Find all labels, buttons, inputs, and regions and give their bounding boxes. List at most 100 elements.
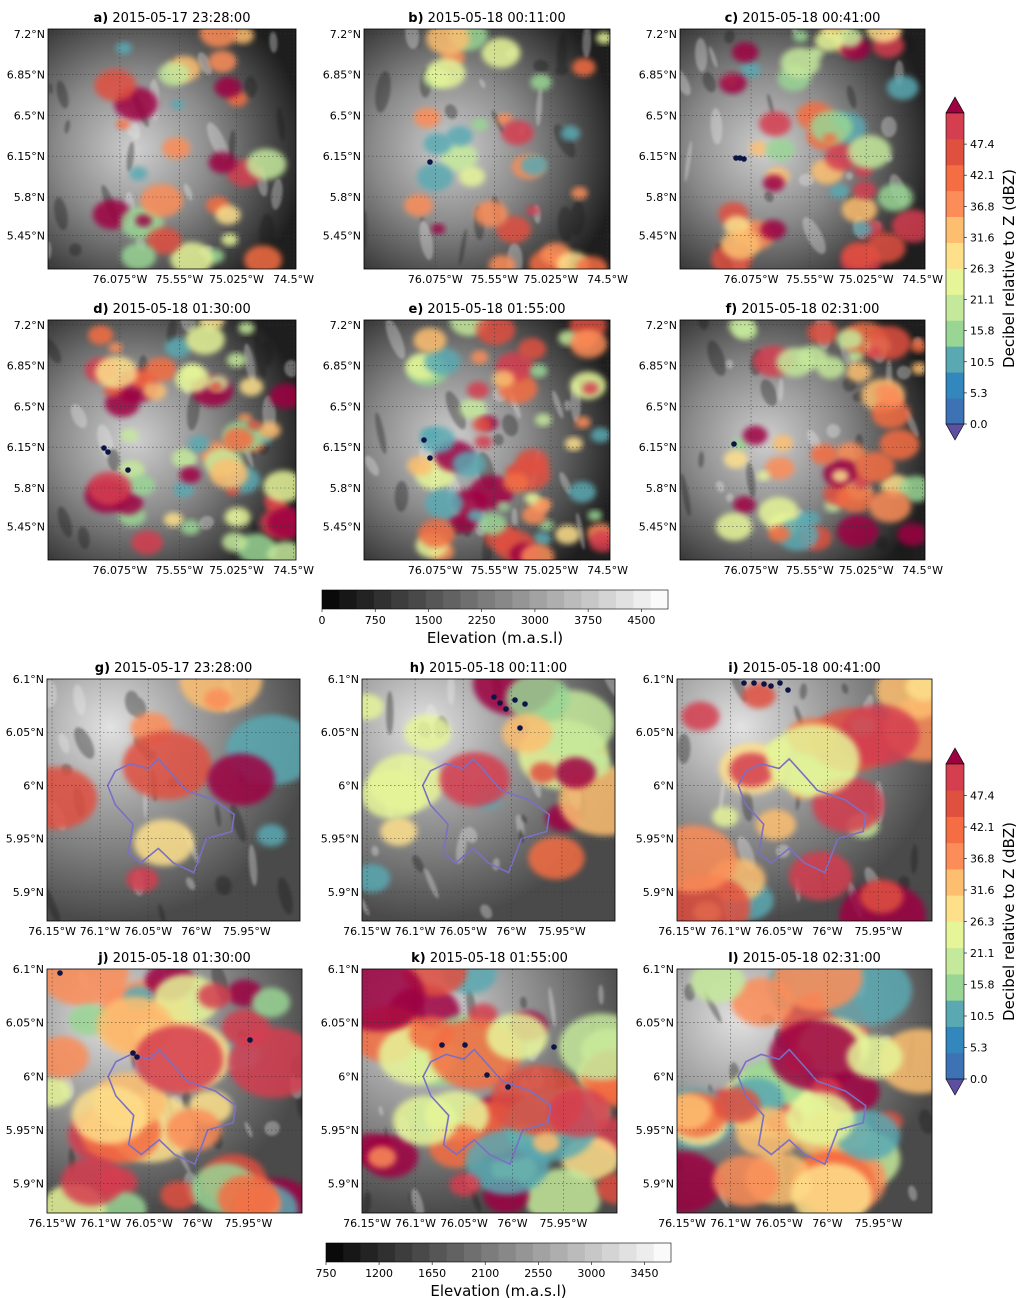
panel-title: a) 2015-05-17 23:28:00: [94, 11, 251, 26]
lon-tick-label: 76.05°W: [755, 925, 803, 938]
map-panel-a: a) 2015-05-17 23:28:00 7.2°N 6.85°N 6.5°N 6.…: [7, 11, 314, 286]
lat-tick-label: 5.9°N: [328, 886, 359, 899]
station-dot: [768, 683, 774, 689]
map-panel-k: k) 2015-05-18 01:55:00 6.1°N 6.05°N 6°N 5.95…: [321, 951, 618, 1230]
graticule: [48, 29, 296, 269]
catchment-boundary: [106, 757, 236, 874]
map-frame: [676, 678, 933, 922]
colorbar-label: Elevation (m.a.s.l): [427, 629, 563, 647]
colorbar-tick-label: 42.1: [970, 821, 995, 834]
radar-reflectivity-layer: [47, 679, 300, 892]
colorbar-bin: [946, 842, 964, 870]
lon-tick-label: 75.95°W: [540, 1217, 588, 1230]
colorbar-bin: [429, 1243, 448, 1262]
map-frame: [47, 319, 297, 561]
lat-tick-label: 7.2°N: [14, 28, 45, 41]
lon-tick-label: 76.05°W: [124, 925, 172, 938]
colorbar-tick-label: 0.0: [970, 1073, 988, 1086]
panel-letter: l): [728, 951, 738, 966]
lat-tick-label: 6°N: [653, 779, 674, 792]
colorbar-bin: [446, 1243, 465, 1262]
colorbar-bin: [339, 590, 357, 609]
panel-letter: k): [411, 951, 426, 966]
lon-tick-label: 76.075°W: [724, 564, 779, 577]
map-frame: [363, 28, 611, 270]
colorbar-tick-label: 750: [365, 614, 386, 627]
panel-title: h) 2015-05-18 00:11:00: [410, 661, 567, 676]
colorbar-bin: [408, 590, 427, 609]
graticule: [680, 29, 925, 269]
map-panel-i: i) 2015-05-18 00:41:00 6.1°N 6.05°N 6°N 5.95…: [636, 661, 933, 938]
colorbar-bin: [946, 320, 964, 347]
map-frame: [679, 319, 926, 561]
lon-tick-label: 76.1°W: [80, 1217, 121, 1230]
colorbar-bin: [495, 590, 513, 609]
colorbar-extend-min: [945, 1078, 965, 1096]
colorbar-tick-label: 750: [316, 1267, 337, 1280]
station-dot: [522, 701, 528, 707]
lon-tick-label: 76.1°W: [710, 925, 751, 938]
station-dot: [439, 1042, 445, 1048]
lon-tick-label: 75.95°W: [538, 925, 586, 938]
map-panel-f: f) 2015-05-18 02:31:00 7.2°N 6.85°N 6.5°N 6.…: [639, 302, 943, 577]
graticule: [47, 969, 302, 1213]
station-dot: [130, 1050, 136, 1056]
lon-tick-label: 75.025°W: [524, 273, 579, 286]
lat-tick-label: 6°N: [23, 779, 44, 792]
station-dot: [484, 1072, 490, 1078]
lon-tick-label: 76°W: [182, 1217, 212, 1230]
station-dot: [733, 155, 739, 161]
colorbar-bin: [477, 590, 496, 609]
lon-tick-label: 75.025°W: [839, 564, 894, 577]
colorbar-tick-label: 1200: [365, 1267, 393, 1280]
colorbar-bin: [481, 1243, 499, 1262]
map-frame: [46, 968, 303, 1214]
lat-tick-label: 6.1°N: [13, 963, 44, 976]
lon-tick-label: 76.1°W: [80, 925, 121, 938]
lat-tick-label: 5.9°N: [13, 1178, 44, 1191]
lat-tick-label: 6°N: [653, 1070, 674, 1083]
lon-tick-label: 76.15°W: [343, 925, 391, 938]
lon-tick-label: 76°W: [181, 925, 211, 938]
colorbar-tick-label: 10.5: [970, 356, 995, 369]
colorbar-tick-label: 15.8: [970, 979, 995, 992]
lat-tick-label: 5.8°N: [646, 191, 677, 204]
colorbar-bin: [391, 590, 409, 609]
colorbar-bin: [529, 590, 548, 609]
colorbar-bin: [619, 1243, 637, 1262]
lat-tick-label: 6.05°N: [321, 726, 359, 739]
lon-tick-label: 76.075°W: [92, 273, 147, 286]
colorbar-bin: [377, 1243, 396, 1262]
lat-tick-label: 5.8°N: [14, 191, 45, 204]
lat-tick-label: 6.15°N: [323, 150, 361, 163]
panel-timestamp: 2015-05-18 02:31:00: [743, 951, 881, 966]
lat-tick-label: 5.95°N: [6, 833, 44, 846]
colorbar-bin: [946, 398, 964, 425]
lon-tick-label: 76.075°W: [92, 564, 147, 577]
panel-letter: h): [410, 661, 425, 676]
lat-tick-label: 6.5°N: [646, 109, 677, 122]
panel-timestamp: 2015-05-18 00:41:00: [742, 11, 880, 26]
lon-tick-label: 76.075°W: [408, 273, 463, 286]
lat-tick-label: 5.95°N: [636, 833, 674, 846]
lat-tick-label: 5.45°N: [7, 520, 45, 533]
lat-tick-label: 7.2°N: [330, 28, 361, 41]
colorbar-tick-label: 3450: [630, 1267, 658, 1280]
lat-tick-label: 5.9°N: [13, 886, 44, 899]
lon-tick-label: 76.1°W: [710, 1217, 751, 1230]
colorbar-bin: [343, 1243, 361, 1262]
lat-tick-label: 6.1°N: [643, 673, 674, 686]
lon-tick-label: 75.025°W: [524, 564, 579, 577]
colorbar-tick-label: 26.3: [970, 263, 995, 276]
station-dot: [497, 700, 503, 706]
radar-reflectivity-layer: [362, 679, 615, 893]
station-dot: [505, 1084, 511, 1090]
colorbar-bin: [326, 1243, 344, 1262]
colorbar-bin: [946, 1000, 964, 1027]
panel-timestamp: 2015-05-17 23:28:00: [112, 11, 250, 26]
lat-tick-label: 5.45°N: [7, 229, 45, 242]
colorbar-tick-label: 21.1: [970, 947, 995, 960]
colorbar-tick-label: 0.0: [970, 418, 988, 431]
colorbar-tick-label: 36.8: [970, 853, 995, 866]
lon-tick-label: 74.5°W: [902, 564, 943, 577]
